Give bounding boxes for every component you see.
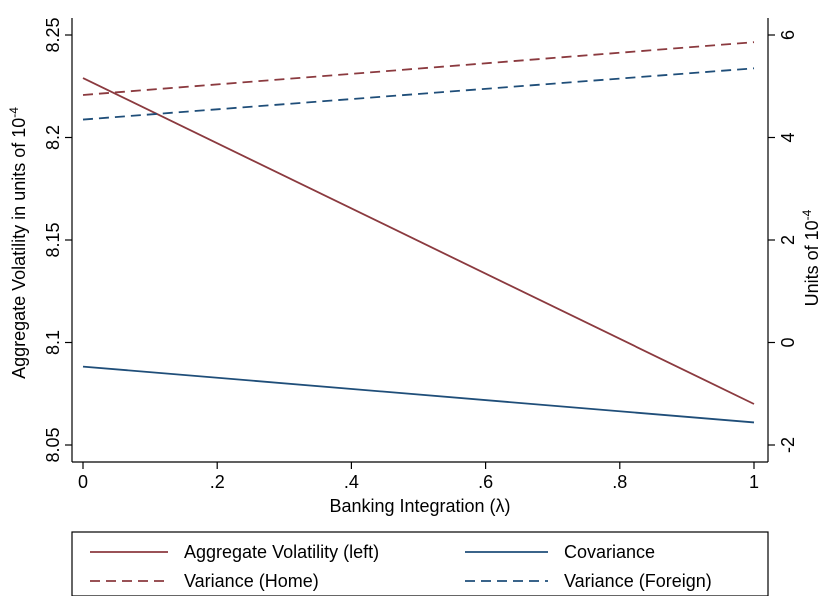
legend: Aggregate Volatility (left) Covariance Var…: [71, 531, 769, 596]
series-line-3: [82, 67, 755, 121]
series-line-2: [82, 41, 755, 96]
legend-box: [71, 531, 769, 596]
y-left-tick-label: 8.2: [43, 125, 63, 150]
y-right-tick-label: 0: [778, 337, 798, 347]
y-right-tick-label: -2: [778, 437, 798, 453]
legend-label-3: Variance (Foreign): [564, 571, 712, 591]
x-tick-label: .8: [612, 472, 627, 492]
y-right-axis-title: Units of 10-4: [800, 209, 821, 306]
x-tick-label: .6: [478, 472, 493, 492]
y-left-tick-label: 8.1: [43, 330, 63, 355]
y-right-tick-label: 2: [778, 235, 798, 245]
legend-label-2: Variance (Home): [184, 571, 319, 591]
y-right-tick-label: 6: [778, 30, 798, 40]
x-axis-title: Banking Integration (λ): [329, 496, 510, 516]
y-left-tick-label: 8.25: [43, 17, 63, 52]
y-right-tick-label: 4: [778, 132, 798, 142]
legend-label-1: Covariance: [564, 542, 655, 562]
x-tick-label: .2: [210, 472, 225, 492]
y-left-tick-label: 8.05: [43, 427, 63, 462]
legend-label-0: Aggregate Volatility (left): [184, 542, 379, 562]
series-line-0: [82, 77, 755, 405]
series-layer: [82, 41, 755, 424]
axes-layer: 0 .2 .4 .6 .8 1 8.05 8.1 8.15 8.2 8.25 -2 0 2 4 6 Bankin…: [7, 17, 821, 516]
x-tick-label: 1: [749, 472, 759, 492]
y-left-axis-title: Aggregate Volatility in units of 10-4: [7, 107, 29, 379]
y-left-tick-label: 8.15: [43, 222, 63, 257]
x-tick-label: .4: [344, 472, 359, 492]
series-line-1: [82, 365, 755, 424]
x-tick-label: 0: [78, 472, 88, 492]
